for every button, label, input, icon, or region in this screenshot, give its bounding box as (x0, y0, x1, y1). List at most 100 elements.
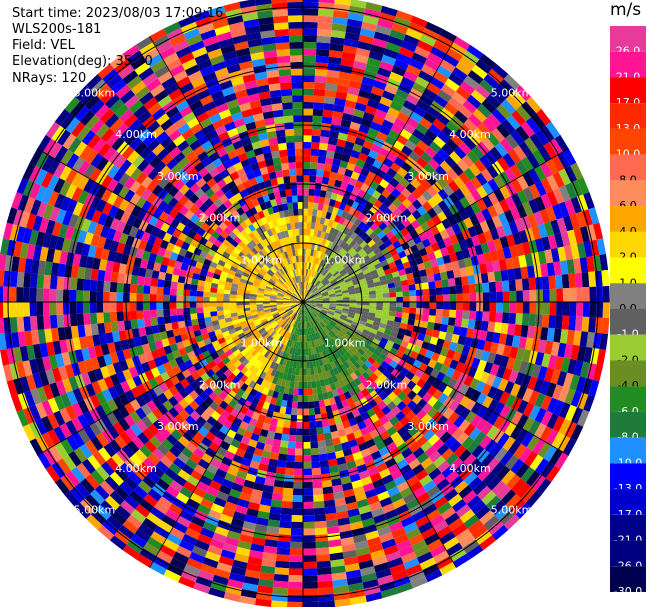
velocity-cell (464, 257, 473, 268)
velocity-cell (303, 81, 315, 89)
velocity-cell (197, 255, 206, 264)
velocity-cell (306, 282, 310, 290)
velocity-cell (288, 581, 303, 589)
velocity-cell (280, 286, 287, 292)
velocity-cell (376, 330, 384, 338)
velocity-cell (24, 258, 33, 274)
velocity-cell (272, 286, 280, 292)
velocity-cell (235, 342, 244, 349)
velocity-cell (446, 168, 459, 181)
velocity-cell (223, 309, 231, 315)
velocity-cell (290, 296, 297, 300)
velocity-cell (409, 481, 423, 493)
velocity-cell (138, 267, 147, 277)
velocity-cell (326, 362, 333, 371)
velocity-cell (110, 271, 119, 283)
velocity-cell (352, 252, 360, 260)
velocity-cell (364, 258, 373, 266)
velocity-cell (124, 427, 138, 441)
velocity-cell (322, 170, 331, 178)
velocity-cell (270, 369, 277, 377)
velocity-cell (328, 265, 335, 273)
velocity-cell (183, 199, 194, 210)
velocity-cell (169, 288, 177, 296)
velocity-cell (280, 514, 292, 522)
velocity-cell (258, 250, 266, 258)
velocity-cell (499, 509, 516, 525)
velocity-cell (577, 194, 589, 212)
velocity-cell (172, 551, 190, 564)
velocity-cell (203, 302, 210, 308)
velocity-cell (342, 175, 351, 184)
velocity-cell (129, 180, 142, 193)
velocity-cell (192, 272, 200, 280)
velocity-cell (416, 99, 431, 112)
velocity-cell (317, 284, 324, 290)
velocity-cell (267, 336, 274, 344)
velocity-cell (23, 272, 31, 288)
velocity-cell (133, 467, 147, 481)
velocity-cell (372, 360, 381, 369)
velocity-cell (249, 239, 257, 248)
velocity-cell (339, 232, 347, 241)
velocity-cell (290, 285, 296, 292)
velocity-cell (195, 376, 205, 386)
velocity-cell (551, 155, 565, 172)
velocity-cell (387, 557, 404, 569)
velocity-cell (455, 361, 465, 373)
velocity-cell (263, 373, 271, 382)
velocity-cell (157, 496, 173, 509)
velocity-cell (341, 289, 349, 294)
velocity-cell (516, 414, 529, 429)
velocity-cell (346, 162, 356, 172)
velocity-cell (333, 104, 345, 113)
velocity-cell (198, 274, 207, 282)
velocity-cell (393, 276, 401, 283)
velocity-cell (249, 293, 257, 298)
velocity-cell (463, 167, 476, 181)
velocity-cell (197, 533, 213, 545)
velocity-cell (391, 22, 409, 35)
velocity-cell (415, 339, 424, 348)
velocity-cell (258, 346, 266, 354)
velocity-cell (370, 254, 379, 262)
velocity-cell (246, 508, 259, 518)
velocity-cell (276, 296, 284, 299)
velocity-cell (454, 480, 469, 494)
velocity-cell (265, 285, 273, 290)
velocity-cell (350, 423, 360, 433)
velocity-cell (103, 238, 113, 251)
velocity-cell (387, 373, 397, 383)
velocity-cell (360, 332, 369, 339)
velocity-cell (385, 551, 401, 563)
velocity-cell (474, 431, 487, 445)
velocity-cell (508, 279, 517, 292)
velocity-cell (308, 188, 315, 196)
velocity-cell (409, 302, 417, 308)
velocity-cell (367, 127, 379, 138)
velocity-cell (313, 318, 318, 326)
velocity-cell (63, 314, 71, 328)
velocity-cell (273, 333, 280, 340)
velocity-cell (95, 404, 107, 419)
velocity-cell (53, 410, 66, 427)
velocity-cell (341, 196, 350, 205)
velocity-cell (148, 252, 158, 263)
velocity-cell (56, 289, 64, 302)
velocity-cell (332, 228, 340, 237)
velocity-cell (237, 232, 245, 241)
velocity-cell (414, 419, 426, 431)
velocity-cell (241, 237, 250, 246)
velocity-cell (340, 536, 355, 546)
velocity-cell (340, 181, 349, 190)
velocity-cell (269, 354, 276, 362)
velocity-cell (299, 361, 303, 369)
velocity-cell (407, 318, 415, 326)
velocity-cell (190, 284, 198, 291)
velocity-cell (281, 433, 290, 442)
velocity-cell (326, 333, 333, 340)
velocity-cell (577, 409, 590, 427)
velocity-cell (336, 401, 344, 410)
velocity-cell (231, 384, 241, 394)
velocity-cell (62, 133, 77, 150)
